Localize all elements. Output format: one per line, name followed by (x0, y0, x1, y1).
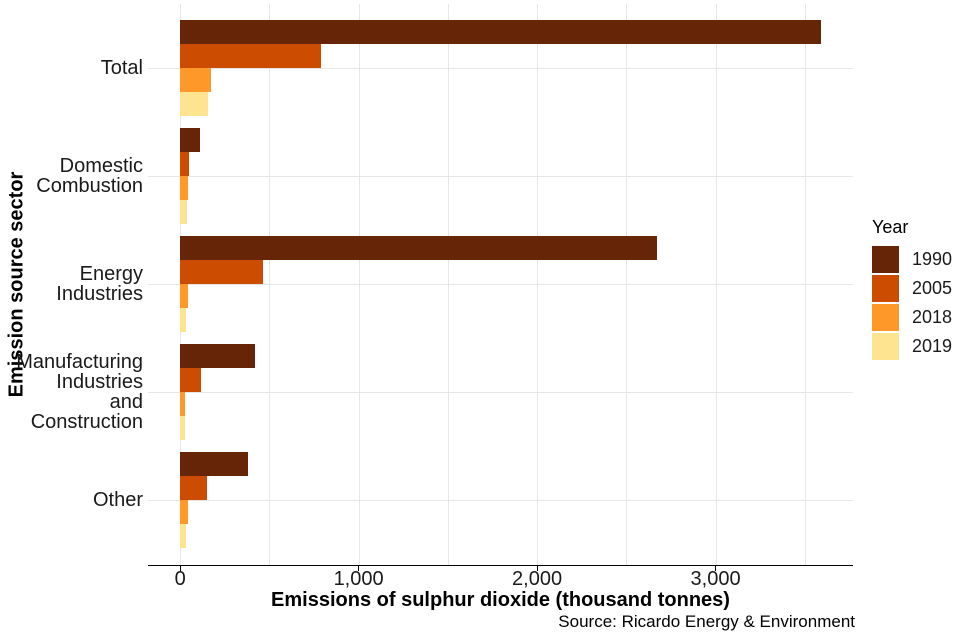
x-tick-mark (536, 566, 538, 571)
bar-total-2005 (180, 44, 322, 68)
gridline-horizontal (148, 68, 853, 69)
bar-total-2018 (180, 68, 212, 92)
y-axis-label: Energy Industries (56, 263, 143, 305)
gridline-horizontal (148, 392, 853, 393)
bar-other-2018 (180, 500, 188, 524)
x-tick-mark (715, 566, 717, 571)
gridline-horizontal (148, 176, 853, 177)
bar-domestic-combustion-2005 (180, 152, 190, 176)
legend-item-2019: 2019 (872, 333, 952, 360)
x-tick-label: 1,000 (333, 568, 384, 590)
source-caption: Source: Ricardo Energy & Environment (558, 612, 855, 631)
legend-item-2005: 2005 (872, 275, 952, 302)
x-tick-label: 2,000 (512, 568, 563, 590)
bar-energy-industries-1990 (180, 236, 657, 260)
bar-manufacturing-industries-and-construction-2005 (180, 368, 202, 392)
y-axis-labels: Total Domestic Combustion Energy Industrie… (0, 14, 143, 554)
gridline-horizontal (148, 500, 853, 501)
bar-other-2019 (180, 524, 187, 548)
legend-items: 1990 2005 2018 2019 (872, 246, 952, 360)
bar-domestic-combustion-1990 (180, 128, 200, 152)
bar-energy-industries-2018 (180, 284, 188, 308)
bar-energy-industries-2005 (180, 260, 264, 284)
legend-item-1990: 1990 (872, 246, 952, 273)
bar-domestic-combustion-2018 (180, 176, 189, 200)
bar-manufacturing-industries-and-construction-1990 (180, 344, 256, 368)
bar-total-2019 (180, 92, 208, 116)
x-tick-label: 3,000 (690, 568, 741, 590)
bar-domestic-combustion-2019 (180, 200, 188, 224)
legend-title: Year (872, 217, 909, 237)
y-axis-label: Manufacturing Industries and Constructio… (16, 351, 143, 433)
legend-swatch-1990 (872, 246, 899, 273)
bar-manufacturing-industries-and-construction-2018 (180, 392, 186, 416)
y-axis-label: Total (100, 57, 143, 79)
legend-swatch-2018 (872, 304, 899, 331)
gridline-horizontal (148, 284, 853, 285)
y-axis-label: Domestic Combustion (36, 155, 143, 197)
legend-swatch-2005 (872, 275, 899, 302)
legend-label-1990: 1990 (912, 249, 953, 269)
legend-swatch-2019 (872, 333, 899, 360)
y-axis-label: Other (92, 489, 143, 511)
x-tick-label: 0 (174, 568, 186, 590)
bar-total-1990 (180, 20, 821, 44)
legend-label-2018: 2018 (912, 307, 953, 327)
bar-other-1990 (180, 452, 248, 476)
legend-item-2018: 2018 (872, 304, 952, 331)
plot-panel (148, 4, 853, 565)
x-tick-mark (358, 566, 360, 571)
legend: Year 1990 2005 2018 2019 (872, 217, 952, 362)
x-axis-line (148, 565, 853, 566)
legend-label-2005: 2005 (912, 278, 953, 298)
bar-manufacturing-industries-and-construction-2019 (180, 416, 185, 440)
bar-energy-industries-2019 (180, 308, 187, 332)
bar-other-2005 (180, 476, 207, 500)
x-axis-title: Emissions of sulphur dioxide (thousand t… (271, 589, 730, 611)
x-tick-mark (179, 566, 181, 571)
legend-label-2019: 2019 (912, 336, 953, 356)
